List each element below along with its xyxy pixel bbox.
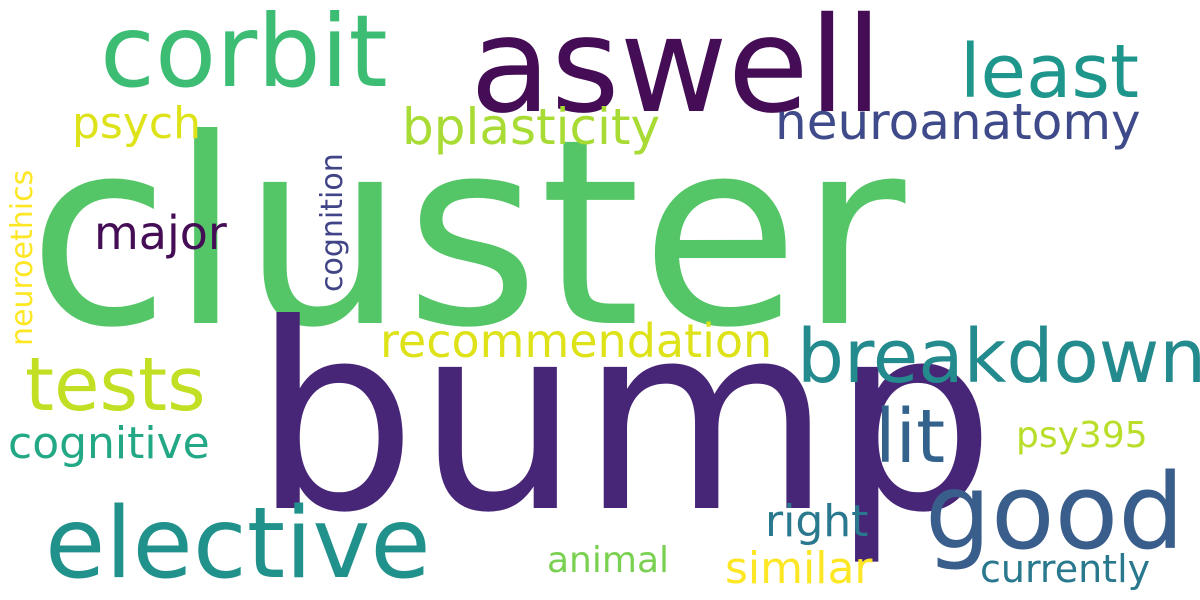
word-cognition: cognition xyxy=(315,153,350,292)
word-least: least xyxy=(960,29,1140,115)
word-bump: bump xyxy=(253,269,996,569)
word-breakdown: breakdown xyxy=(797,314,1200,400)
word-cluster: cluster xyxy=(28,84,906,384)
word-neuroethics: neuroethics xyxy=(5,169,40,346)
word-currently: currently xyxy=(980,547,1151,591)
word-elective: elective xyxy=(45,487,431,600)
word-aswell: aswell xyxy=(470,0,883,143)
word-psych: psych xyxy=(72,98,201,149)
word-tests: tests xyxy=(25,342,206,428)
word-bplasticity: bplasticity xyxy=(402,98,661,156)
word-major: major xyxy=(94,206,227,260)
word-psy395: psy395 xyxy=(1016,415,1148,456)
word-good: good xyxy=(925,451,1185,573)
word-neuroanatomy: neuroanatomy xyxy=(775,93,1141,151)
word-right: right xyxy=(765,496,869,547)
word-corbit: corbit xyxy=(100,0,388,110)
word-animal: animal xyxy=(547,540,670,581)
word-similar: similar xyxy=(725,543,873,594)
word-cognitive: cognitive xyxy=(8,418,210,469)
word-recommendation: recommendation xyxy=(380,314,773,368)
word-lit: lit xyxy=(875,394,946,480)
